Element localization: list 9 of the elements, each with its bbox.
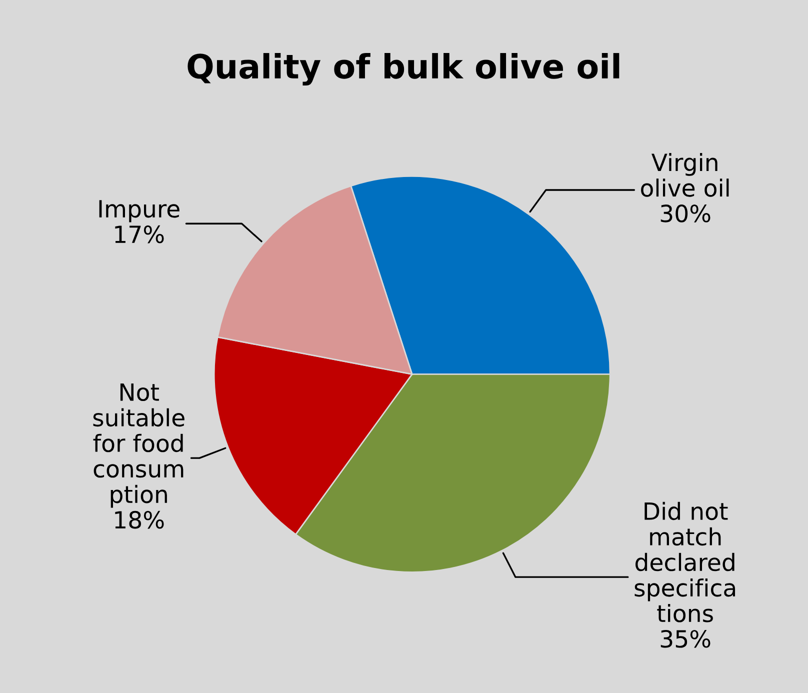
data-label: 30% bbox=[660, 204, 710, 222]
chart-title: Quality of bulk olive oil bbox=[188, 53, 620, 86]
data-label: 35% bbox=[660, 630, 710, 648]
data-label: 17% bbox=[115, 225, 164, 244]
slice-label: Did not match declared specifica tions bbox=[634, 502, 736, 622]
data-label: 18% bbox=[115, 510, 164, 529]
slice-label: Impure bbox=[99, 200, 180, 222]
slice-label: Not suitable for food consum ption bbox=[93, 383, 184, 508]
slice-label: Virgin olive oil bbox=[641, 153, 729, 197]
